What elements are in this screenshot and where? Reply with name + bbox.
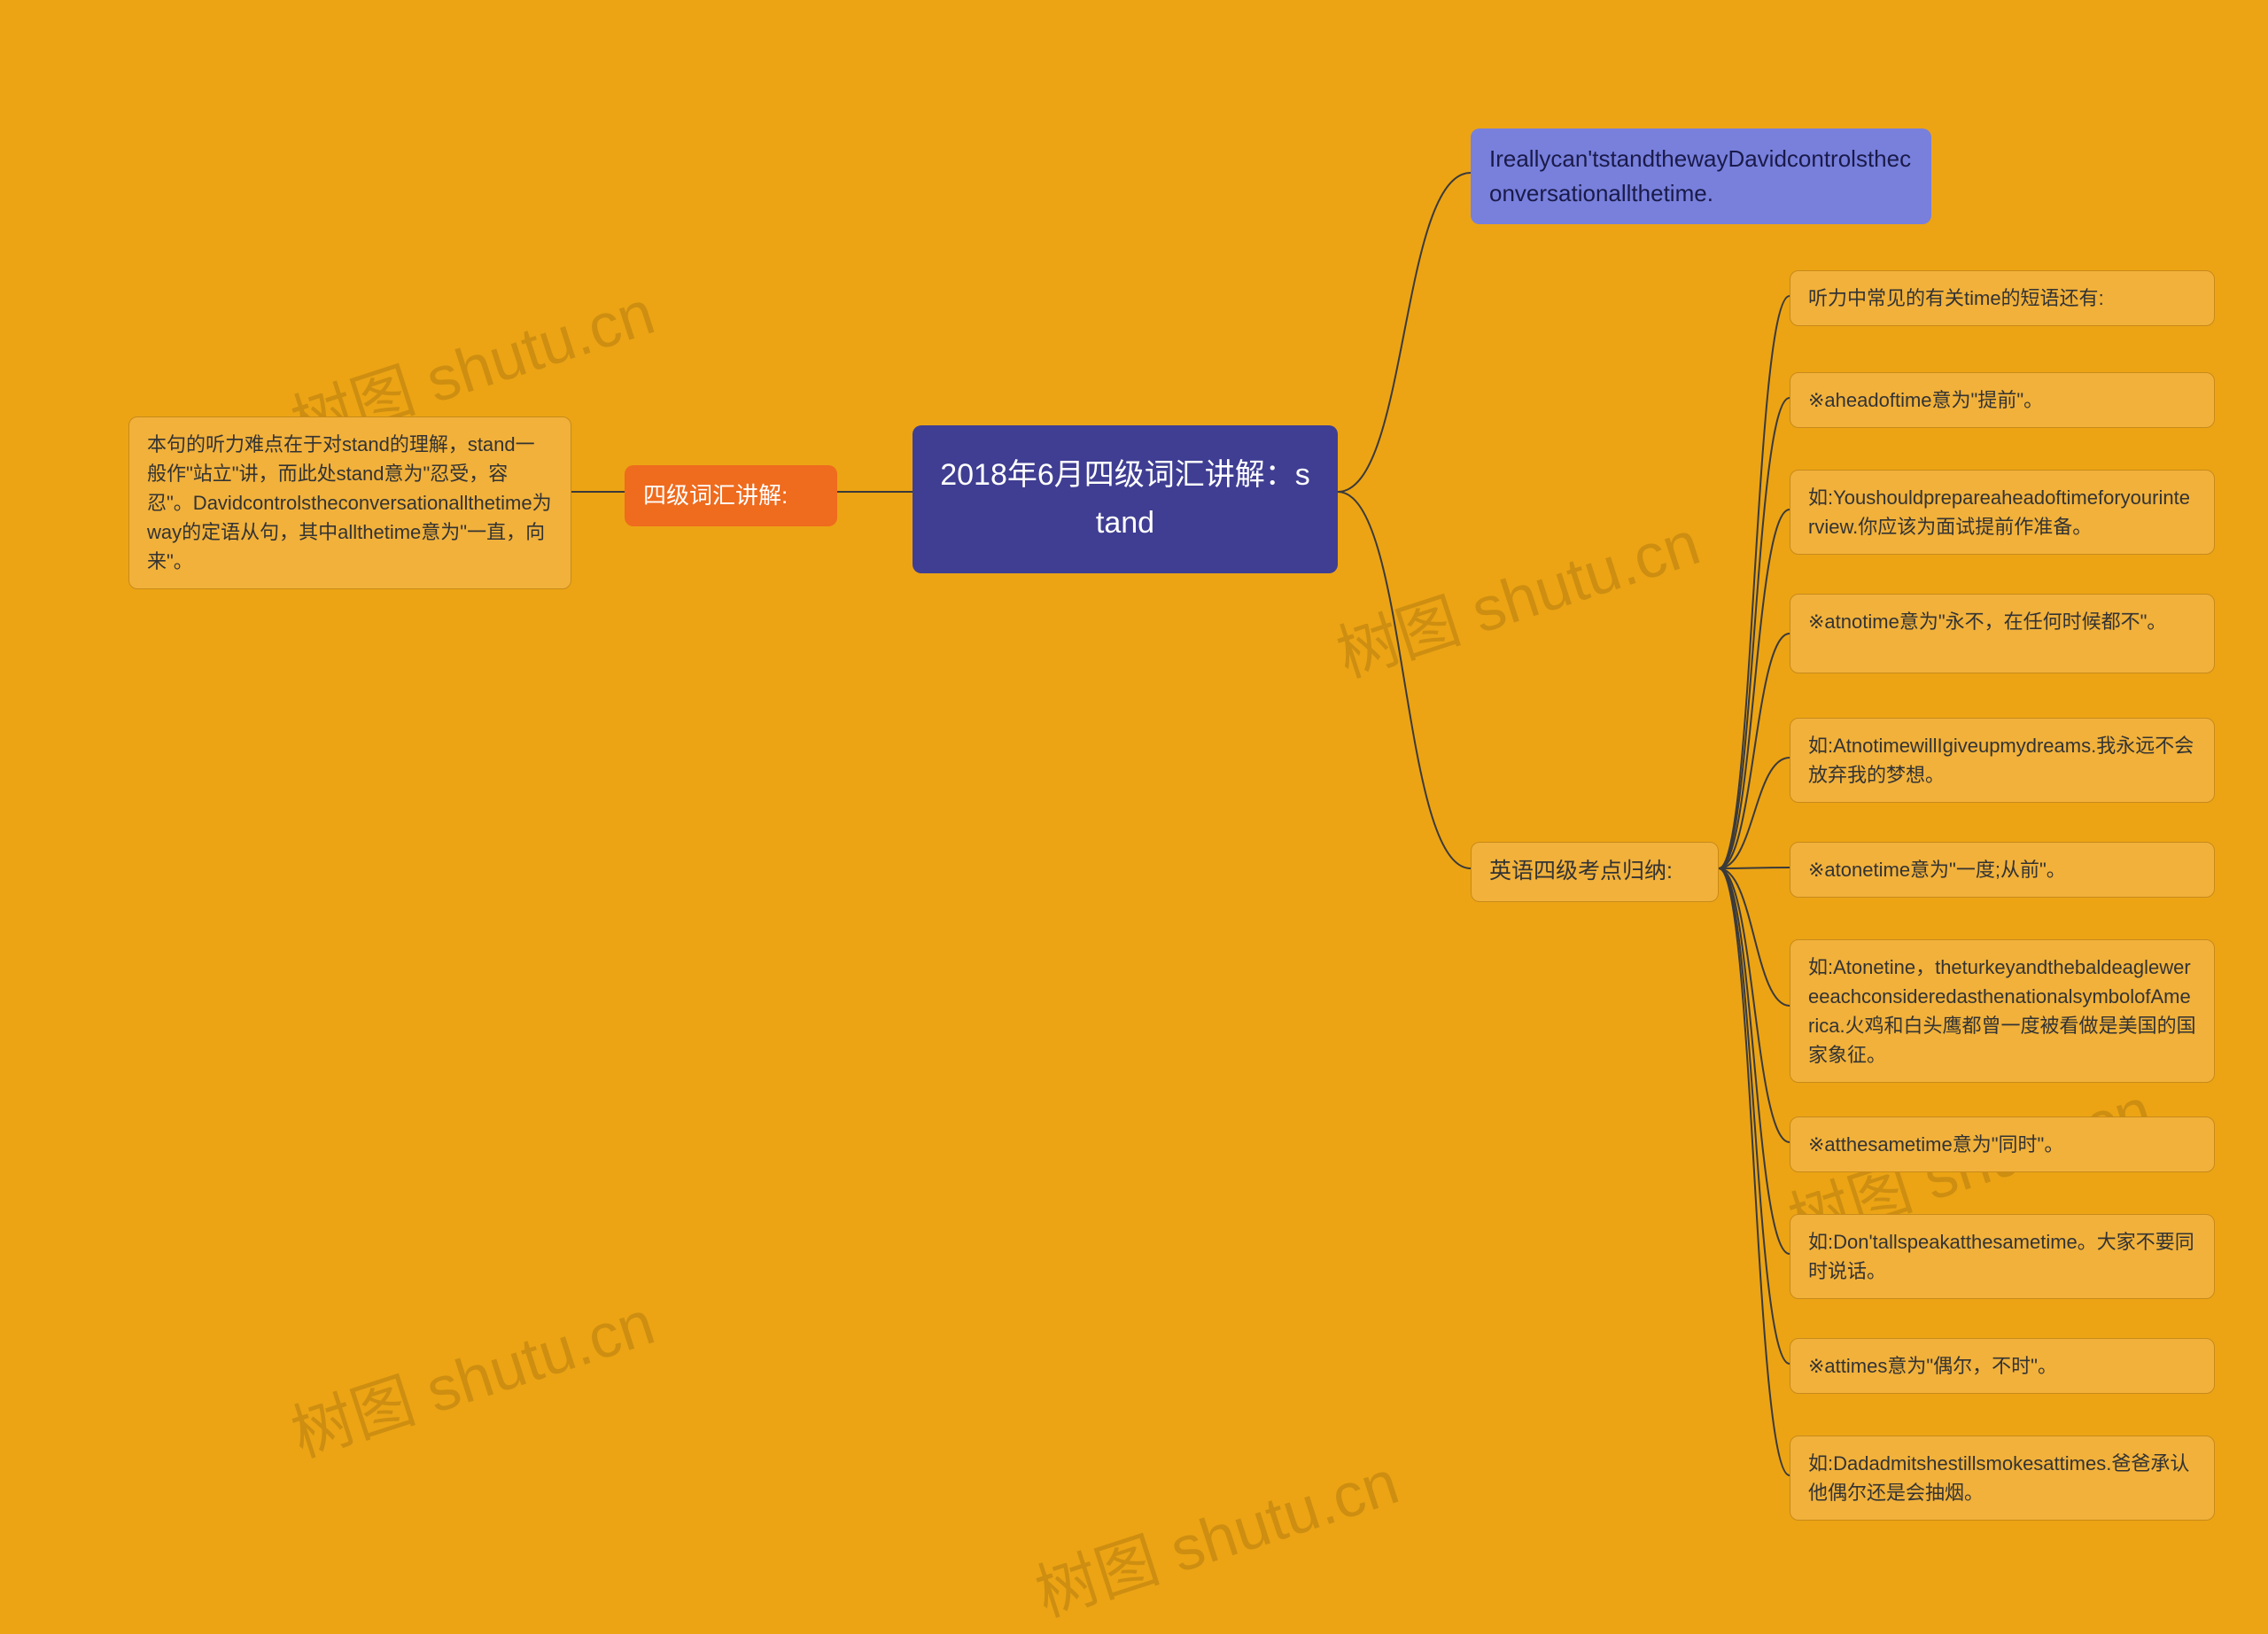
right-branch-label[interactable]: 英语四级考点归纳:: [1471, 842, 1719, 902]
right-branch-label-text: 英语四级考点归纳:: [1489, 859, 1673, 883]
right-top-node[interactable]: Ireallycan'tstandthewayDavidcontrolsthec…: [1471, 128, 1931, 224]
root-node[interactable]: 2018年6月四级词汇讲解：stand: [913, 425, 1338, 573]
leaf-node[interactable]: 如:Don'tallspeakatthesametime。大家不要同时说话。: [1790, 1214, 2215, 1299]
mindmap-canvas: 树图 shutu.cn树图 shutu.cn树图 shutu.cn树图 shut…: [0, 0, 2268, 1625]
leaf-node[interactable]: ※aheadoftime意为"提前"。: [1790, 372, 2215, 428]
right-top-text: Ireallycan'tstandthewayDavidcontrolsthec…: [1489, 145, 1911, 206]
leaf-text: ※aheadoftime意为"提前"。: [1808, 389, 2043, 411]
left-branch-label-text: 四级词汇讲解:: [643, 482, 788, 509]
leaf-node[interactable]: ※atonetime意为"一度;从前"。: [1790, 842, 2215, 898]
leaf-text: 如:Dadadmitshestillsmokesattimes.爸爸承认他偶尔还…: [1808, 1452, 2189, 1504]
leaf-text: 如:Don'tallspeakatthesametime。大家不要同时说话。: [1808, 1231, 2194, 1282]
leaf-text: 如:Youshouldprepareaheadoftimeforyourinte…: [1808, 486, 2190, 538]
leaf-text: ※attimes意为"偶尔，不时"。: [1808, 1355, 2057, 1377]
leaf-node[interactable]: 如:Dadadmitshestillsmokesattimes.爸爸承认他偶尔还…: [1790, 1436, 2215, 1521]
leaf-node[interactable]: 如:Atonetine，theturkeyandthebaldeaglewere…: [1790, 939, 2215, 1083]
leaf-node[interactable]: 听力中常见的有关time的短语还有:: [1790, 270, 2215, 326]
leaf-text: ※atnotime意为"永不，在任何时候都不"。: [1808, 611, 2166, 633]
leaf-text: ※atonetime意为"一度;从前"。: [1808, 859, 2066, 881]
left-leaf-text: 本句的听力难点在于对stand的理解，stand一般作"站立"讲，而此处stan…: [147, 433, 552, 572]
leaf-text: ※atthesametime意为"同时"。: [1808, 1133, 2063, 1155]
left-branch-label[interactable]: 四级词汇讲解:: [625, 465, 837, 526]
leaf-text: 听力中常见的有关time的短语还有:: [1808, 287, 2104, 309]
leaf-text: 如:Atonetine，theturkeyandthebaldeaglewere…: [1808, 956, 2196, 1066]
leaf-node[interactable]: ※attimes意为"偶尔，不时"。: [1790, 1338, 2215, 1394]
left-leaf-node[interactable]: 本句的听力难点在于对stand的理解，stand一般作"站立"讲，而此处stan…: [128, 416, 571, 589]
leaf-node[interactable]: 如:AtnotimewillIgiveupmydreams.我永远不会放弃我的梦…: [1790, 718, 2215, 803]
root-text: 2018年6月四级词汇讲解：stand: [940, 458, 1310, 540]
leaf-text: 如:AtnotimewillIgiveupmydreams.我永远不会放弃我的梦…: [1808, 735, 2194, 786]
leaf-node[interactable]: 如:Youshouldprepareaheadoftimeforyourinte…: [1790, 470, 2215, 555]
leaf-node[interactable]: ※atthesametime意为"同时"。: [1790, 1117, 2215, 1172]
leaf-node[interactable]: ※atnotime意为"永不，在任何时候都不"。: [1790, 594, 2215, 673]
